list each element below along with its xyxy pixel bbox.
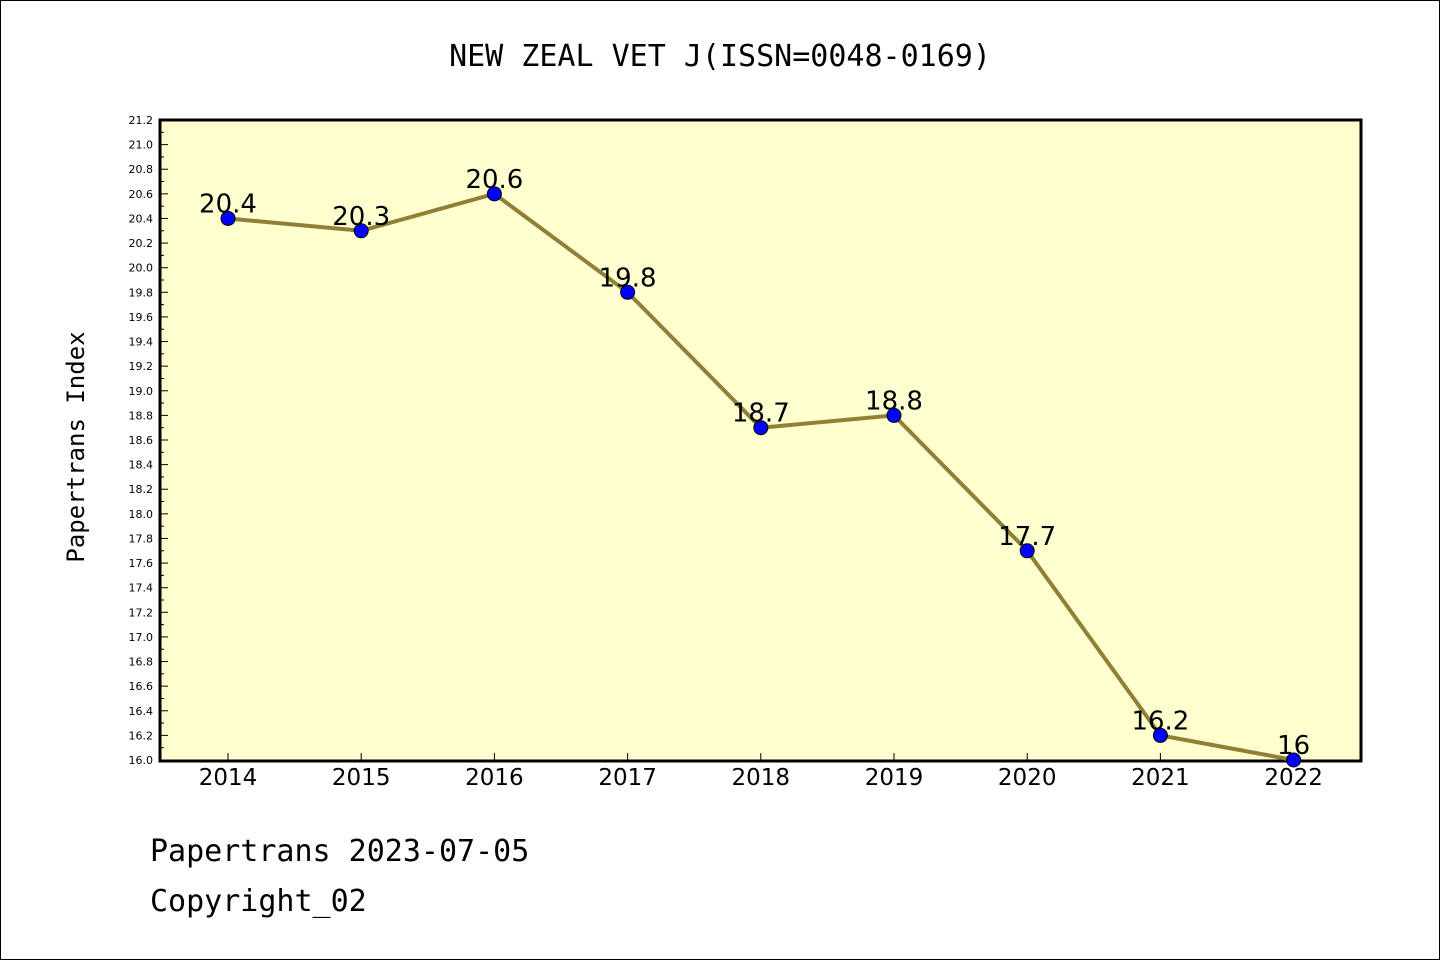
x-tick-label: 2014 — [199, 765, 258, 791]
x-tick-label: 2022 — [1264, 765, 1323, 791]
x-tick-label: 2018 — [732, 765, 791, 791]
y-tick-label: 16.8 — [129, 656, 154, 669]
footer-date-text: Papertrans 2023-07-05 — [150, 834, 530, 869]
y-tick-label: 16.2 — [129, 729, 154, 742]
x-axis-ticks: 2014 2015 2016 2017 2018 2019 2020 2021 2022 — [199, 753, 1323, 791]
data-point — [220, 210, 236, 226]
data-point — [753, 420, 769, 436]
chart-title: NEW ZEAL VET J(ISSN=0048-0169) — [449, 39, 991, 74]
data-label: 18.7 — [732, 399, 790, 429]
y-tick-label: 17.0 — [129, 631, 154, 644]
y-tick-label: 16.0 — [129, 754, 154, 767]
data-point — [1152, 727, 1168, 743]
data-label: 16.2 — [1131, 706, 1189, 736]
series-layer: 20.4 20.3 20.6 19.8 18.7 18.8 17.7 16.2 16 — [199, 165, 1310, 768]
data-label: 18.8 — [865, 386, 923, 416]
y-tick-label: 20.4 — [129, 212, 154, 225]
x-tick-label: 2020 — [998, 765, 1057, 791]
x-tick-label: 2021 — [1131, 765, 1190, 791]
y-tick-label: 19.4 — [129, 336, 154, 349]
y-tick-label: 19.6 — [129, 311, 154, 324]
data-point — [1019, 543, 1035, 559]
y-tick-label: 20.0 — [129, 262, 154, 275]
x-tick-label: 2016 — [465, 765, 524, 791]
y-tick-label: 20.6 — [129, 188, 154, 201]
y-tick-label: 17.4 — [129, 582, 154, 595]
data-point — [886, 407, 902, 423]
data-point — [486, 186, 502, 202]
x-tick-label: 2015 — [332, 765, 391, 791]
y-tick-label: 21.0 — [129, 139, 154, 152]
y-tick-label: 18.2 — [129, 483, 154, 496]
data-label: 19.8 — [599, 263, 657, 293]
y-tick-label: 18.8 — [129, 409, 154, 422]
y-tick-label: 17.8 — [129, 532, 154, 545]
y-tick-label: 20.8 — [129, 163, 154, 176]
y-tick-label: 21.2 — [129, 114, 154, 127]
data-label: 17.7 — [998, 522, 1056, 552]
y-axis-label: Papertrans Index — [62, 331, 90, 562]
data-point — [620, 284, 636, 300]
x-tick-label: 2019 — [865, 765, 924, 791]
data-point — [1286, 752, 1302, 768]
y-tick-label: 17.2 — [129, 606, 154, 619]
y-tick-label: 18.4 — [129, 459, 154, 472]
y-tick-label: 20.2 — [129, 237, 154, 250]
y-tick-label: 19.8 — [129, 286, 154, 299]
y-tick-label: 16.4 — [129, 705, 154, 718]
x-tick-label: 2017 — [598, 765, 657, 791]
data-label: 20.3 — [332, 202, 390, 232]
y-tick-label: 19.2 — [129, 360, 154, 373]
y-tick-label: 18.6 — [129, 434, 154, 447]
data-point — [353, 223, 369, 239]
y-axis-ticks: 16.0 16.2 16.4 16.6 16.8 17.0 17.2 17.4 17.6 17.8… — [129, 114, 168, 767]
y-tick-label: 18.0 — [129, 508, 154, 521]
data-label: 20.4 — [199, 189, 257, 219]
y-tick-label: 16.6 — [129, 680, 154, 693]
y-tick-label: 17.6 — [129, 557, 154, 570]
y-tick-label: 19.0 — [129, 385, 154, 398]
data-label: 20.6 — [465, 165, 523, 195]
data-label: 16 — [1277, 731, 1310, 761]
footer-copyright-text: Copyright_02 — [150, 884, 367, 919]
